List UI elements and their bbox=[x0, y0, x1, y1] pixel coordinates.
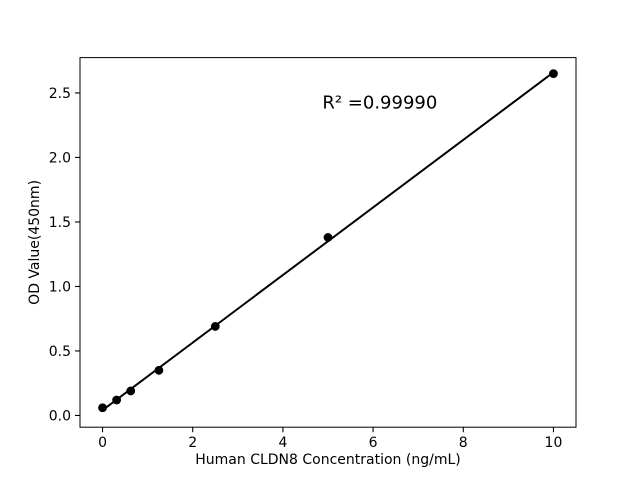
data-point bbox=[98, 403, 107, 413]
x-tick-label: 2 bbox=[188, 435, 197, 451]
data-point bbox=[154, 365, 164, 375]
y-tick-label: 0.5 bbox=[49, 344, 71, 360]
x-tick-label: 6 bbox=[369, 435, 378, 451]
data-point bbox=[126, 386, 136, 396]
x-tick-label: 4 bbox=[278, 435, 287, 451]
axes-frame bbox=[79, 57, 577, 428]
r-squared-annotation: R² =0.99990 bbox=[322, 92, 437, 113]
x-tick-label: 10 bbox=[545, 435, 563, 451]
y-tick-label: 1.0 bbox=[49, 279, 71, 295]
y-tick-label: 2.5 bbox=[49, 86, 71, 102]
data-point bbox=[210, 322, 220, 331]
y-axis-label: OD Value(450nm) bbox=[27, 180, 43, 305]
y-tick-label: 2.0 bbox=[49, 150, 71, 166]
data-point bbox=[549, 69, 558, 78]
y-tick-label: 1.5 bbox=[49, 215, 71, 231]
x-axis-label: Human CLDN8 Concentration (ng/mL) bbox=[195, 452, 460, 468]
x-tick-label: 0 bbox=[98, 435, 107, 451]
x-tick-label: 8 bbox=[459, 435, 468, 451]
data-point bbox=[112, 395, 122, 405]
y-tick-label: 0.0 bbox=[49, 408, 71, 424]
data-point bbox=[323, 233, 333, 242]
